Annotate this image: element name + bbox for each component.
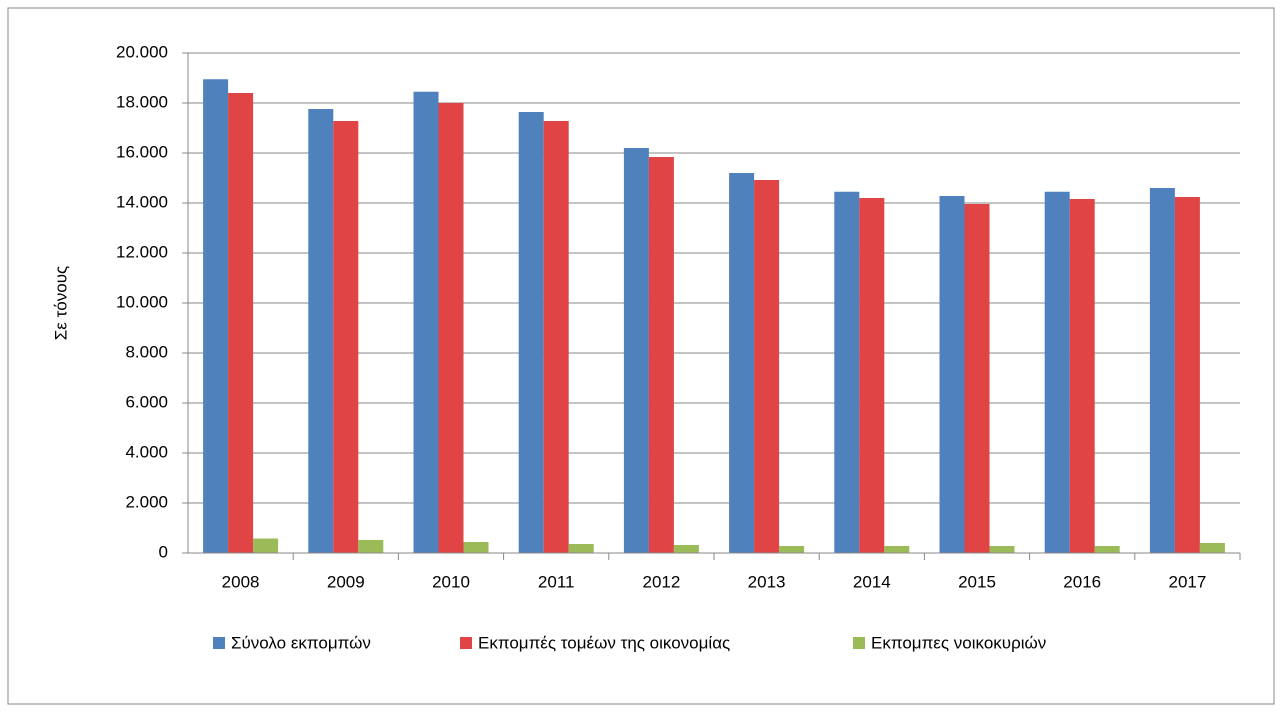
bar <box>413 91 439 553</box>
bar <box>884 546 910 553</box>
legend-swatch <box>460 637 472 649</box>
y-tick-label: 10.000 <box>116 292 168 311</box>
y-tick-label: 2.000 <box>125 492 168 511</box>
y-tick-label: 20.000 <box>116 42 168 61</box>
x-tick-label: 2016 <box>1063 572 1101 591</box>
bar <box>438 103 464 553</box>
legend-swatch <box>853 637 865 649</box>
y-tick-label: 12.000 <box>116 242 168 261</box>
y-tick-label: 14.000 <box>116 192 168 211</box>
bar <box>989 546 1015 553</box>
x-tick-label: 2013 <box>748 572 786 591</box>
y-tick-label: 6.000 <box>125 392 168 411</box>
x-tick-label: 2017 <box>1168 572 1206 591</box>
bar <box>463 542 489 553</box>
bar <box>964 204 990 553</box>
x-tick-label: 2015 <box>958 572 996 591</box>
y-axis-label: Σε τόνους <box>51 266 70 340</box>
bar <box>1199 543 1225 553</box>
bar <box>358 540 384 553</box>
legend-label: Σύνολο εκπομπών <box>231 633 371 652</box>
x-tick-label: 2012 <box>642 572 680 591</box>
bar <box>779 546 805 553</box>
legend-label: Εκπομπες νοικοκυριών <box>871 633 1046 652</box>
bar <box>308 109 334 553</box>
bar <box>834 191 860 553</box>
x-tick-label: 2014 <box>853 572 891 591</box>
y-tick-label: 4.000 <box>125 442 168 461</box>
bar <box>648 157 674 553</box>
legend-swatch <box>213 637 225 649</box>
bar <box>729 173 755 553</box>
legend-label: Εκπομπές τομέων της οικονομίας <box>478 633 730 652</box>
bar <box>754 180 780 553</box>
y-tick-label: 0 <box>159 542 168 561</box>
bar <box>568 544 594 553</box>
bar <box>518 112 544 553</box>
bar <box>333 121 359 553</box>
x-tick-label: 2010 <box>432 572 470 591</box>
bar <box>859 198 885 553</box>
bar <box>203 79 229 553</box>
x-tick-label: 2009 <box>327 572 365 591</box>
x-tick-label: 2008 <box>222 572 260 591</box>
x-tick-label: 2011 <box>538 572 575 591</box>
y-tick-label: 18.000 <box>116 92 168 111</box>
bar <box>1094 546 1120 553</box>
bar <box>623 148 649 553</box>
bar <box>673 545 699 553</box>
bar <box>253 538 279 553</box>
y-tick-label: 8.000 <box>125 342 168 361</box>
bar <box>1044 191 1070 553</box>
bar <box>939 196 965 553</box>
bar <box>1149 188 1175 553</box>
bar <box>1174 197 1200 553</box>
bar <box>1069 199 1095 553</box>
y-tick-label: 16.000 <box>116 142 168 161</box>
bar <box>228 93 254 553</box>
bar <box>543 121 569 553</box>
